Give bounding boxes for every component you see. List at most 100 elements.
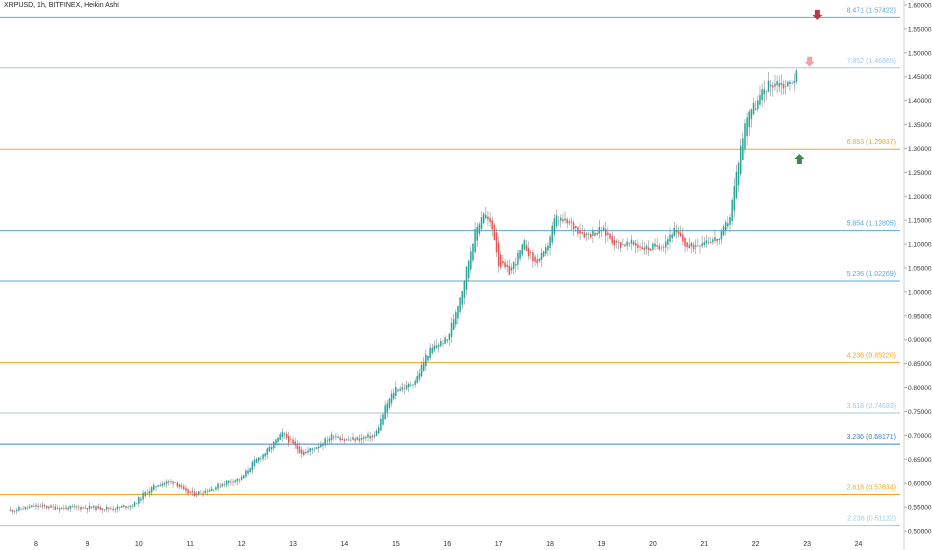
candle-body xyxy=(129,505,131,508)
candle-body xyxy=(626,241,628,246)
candle-body xyxy=(718,238,721,241)
candle-body xyxy=(607,232,609,235)
candle-body xyxy=(15,510,18,512)
candle-body xyxy=(202,493,204,494)
candle-body xyxy=(637,244,639,248)
candle-body xyxy=(485,214,487,219)
candle-body xyxy=(577,226,579,234)
candle-body xyxy=(110,508,112,510)
candle-body xyxy=(123,505,125,507)
candle-body xyxy=(260,458,262,460)
time-tick-label: 14 xyxy=(341,541,349,548)
candle-body xyxy=(140,498,142,501)
candle-body xyxy=(213,489,215,491)
candle-body xyxy=(564,218,566,221)
candle-body xyxy=(688,244,691,248)
candle-body xyxy=(249,468,251,473)
candle-body xyxy=(735,171,738,199)
candle-body xyxy=(217,483,219,489)
price-tick-label: 1.10000 xyxy=(908,242,932,249)
candle-body xyxy=(545,247,547,254)
candle-body xyxy=(375,430,378,436)
candle-body xyxy=(733,186,736,211)
candle-body xyxy=(234,480,236,483)
candle-body xyxy=(450,322,453,337)
candle-body xyxy=(444,337,446,344)
candle-body xyxy=(170,481,172,482)
candle-body xyxy=(369,435,371,439)
candle-body xyxy=(120,506,123,508)
price-tick-label: 1.05000 xyxy=(908,266,932,273)
candle-body xyxy=(598,226,601,234)
candle-body xyxy=(75,506,78,508)
candle-body xyxy=(562,219,564,222)
candle-body xyxy=(71,506,74,508)
candle-body xyxy=(459,297,461,313)
candle-body xyxy=(405,385,408,389)
candle-body xyxy=(744,123,746,150)
candle-body xyxy=(73,506,76,507)
candle-body xyxy=(690,242,693,247)
candle-body xyxy=(43,505,46,507)
candle-body xyxy=(523,240,526,250)
fib-level-label: 5.854 (1.12805) xyxy=(847,221,896,228)
candle-body xyxy=(358,438,361,441)
candle-body xyxy=(80,507,82,510)
candle-body xyxy=(774,83,776,87)
candle-body xyxy=(215,487,217,490)
candle-body xyxy=(662,247,665,248)
signal-markers xyxy=(794,9,823,164)
candle-body xyxy=(645,245,648,250)
candle-body xyxy=(682,234,684,242)
candle-body xyxy=(540,253,543,261)
candle-body xyxy=(268,446,271,452)
time-tick-label: 24 xyxy=(855,541,863,548)
candle-body xyxy=(776,81,778,86)
candle-body xyxy=(692,244,695,250)
time-axis: 8 9 10 11 12 13 14 15 16 17 18 19 20 21 22 23 24 xyxy=(34,541,862,548)
candle-body xyxy=(585,233,588,236)
candle-body xyxy=(311,448,314,450)
price-tick-label: 0.90000 xyxy=(908,337,932,344)
chart-title: XRPUSD, 1h, BITFINEX, Heikin Ashi xyxy=(4,2,119,9)
candle-body xyxy=(28,506,31,508)
candle-body xyxy=(461,291,463,305)
candle-body xyxy=(761,89,763,100)
candle-body xyxy=(572,222,575,230)
candle-body xyxy=(362,437,365,439)
price-tick-label: 0.60000 xyxy=(908,481,932,488)
candle-body xyxy=(765,91,768,92)
candle-body xyxy=(198,491,200,495)
candle-body xyxy=(750,109,753,120)
candle-body xyxy=(759,95,761,105)
candle-body xyxy=(69,505,72,509)
candle-body xyxy=(97,506,99,509)
candle-body xyxy=(172,481,174,484)
candle-body xyxy=(709,241,712,243)
time-tick-label: 21 xyxy=(700,541,708,548)
candle-body xyxy=(615,240,618,243)
candle-body xyxy=(245,470,247,477)
candle-body xyxy=(570,222,573,224)
candle-body xyxy=(495,232,498,253)
candle-body xyxy=(332,437,335,438)
candle-body xyxy=(266,448,269,455)
candle-body xyxy=(307,450,309,453)
candle-body xyxy=(658,245,661,250)
candle-body xyxy=(392,392,395,399)
time-tick-label: 20 xyxy=(649,541,657,548)
candle-body xyxy=(18,507,20,511)
candle-body xyxy=(161,483,164,486)
candle-body xyxy=(410,384,412,386)
candle-body xyxy=(178,484,181,488)
candle-body xyxy=(515,264,517,266)
candle-body xyxy=(191,491,194,493)
candle-body xyxy=(48,506,50,509)
candle-body xyxy=(512,262,515,269)
candle-body xyxy=(555,215,558,227)
price-tick-label: 0.70000 xyxy=(908,433,932,440)
candle-body xyxy=(412,384,414,386)
candle-body xyxy=(457,305,459,319)
candle-body xyxy=(105,506,108,510)
